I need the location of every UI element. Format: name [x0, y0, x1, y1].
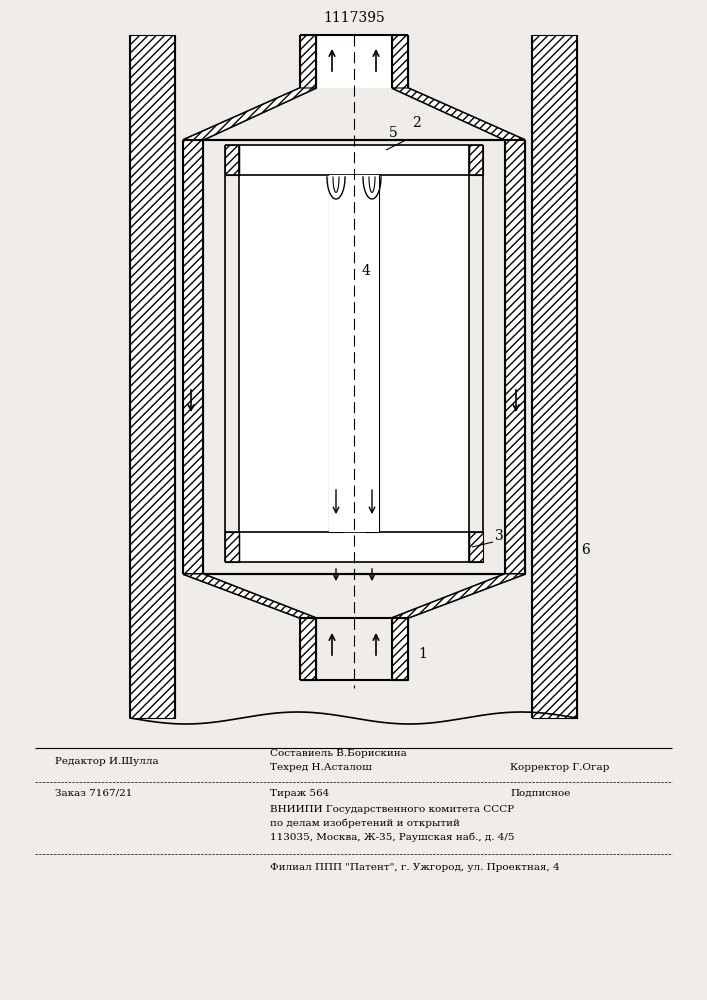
Text: ВНИИПИ Государственного комитета СССР: ВНИИПИ Государственного комитета СССР: [270, 805, 514, 814]
Text: Подписное: Подписное: [510, 789, 571, 798]
Text: Техред Н.Асталош: Техред Н.Асталош: [270, 763, 372, 772]
Polygon shape: [392, 574, 525, 618]
Text: 3: 3: [495, 529, 504, 543]
Bar: [183, 140, 203, 574]
Text: 113035, Москва, Ж-35, Раушская наб., д. 4/5: 113035, Москва, Ж-35, Раушская наб., д. …: [270, 832, 515, 842]
Bar: [505, 140, 525, 574]
Text: по делам изобретений и открытий: по делам изобретений и открытий: [270, 818, 460, 828]
Text: Корректор Г.Огар: Корректор Г.Огар: [510, 763, 609, 772]
Bar: [130, 35, 175, 718]
Text: 5: 5: [389, 126, 398, 140]
Text: Тираж 564: Тираж 564: [270, 789, 329, 798]
Bar: [300, 618, 316, 680]
Text: 1117395: 1117395: [323, 11, 385, 25]
Bar: [469, 145, 483, 175]
Text: Заказ 7167/21: Заказ 7167/21: [55, 789, 132, 798]
Text: 4: 4: [362, 264, 371, 278]
Text: 2: 2: [412, 116, 421, 130]
Text: Филиал ППП "Патент", г. Ужгород, ул. Проектная, 4: Филиал ППП "Патент", г. Ужгород, ул. Про…: [270, 863, 560, 872]
Bar: [329, 175, 379, 532]
Text: Составиель В.Борискина: Составиель В.Борискина: [270, 749, 407, 758]
Text: 1: 1: [418, 647, 427, 661]
Bar: [225, 532, 239, 562]
Bar: [329, 175, 343, 532]
Bar: [316, 35, 392, 88]
Bar: [392, 618, 408, 680]
Bar: [469, 532, 483, 562]
Bar: [392, 35, 408, 88]
Bar: [0, 35, 707, 718]
Bar: [300, 35, 316, 88]
Polygon shape: [183, 574, 316, 618]
Polygon shape: [392, 88, 525, 140]
Text: Редактор И.Шулла: Редактор И.Шулла: [55, 757, 158, 766]
Bar: [239, 145, 469, 562]
Bar: [532, 35, 577, 718]
Text: 6: 6: [581, 543, 590, 557]
Bar: [225, 145, 239, 175]
Bar: [365, 175, 379, 532]
Polygon shape: [183, 88, 316, 140]
